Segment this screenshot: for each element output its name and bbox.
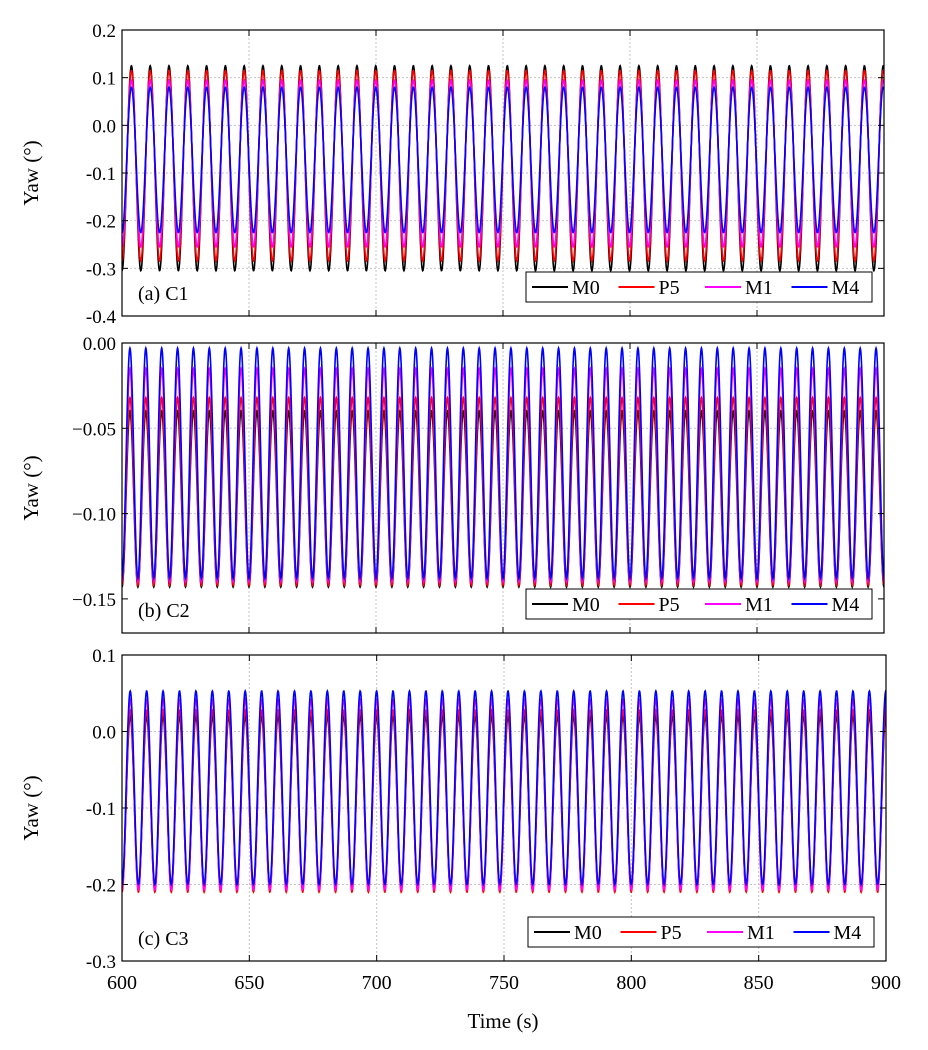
panel-label: (c) C3 (138, 928, 189, 950)
series-group (122, 688, 886, 895)
y-tick-label: 0.1 (92, 646, 116, 667)
series-group (122, 64, 884, 273)
y-tick-label: −0.10 (72, 505, 116, 526)
legend-label-m1: M1 (745, 594, 773, 616)
y-tick-label: -0.3 (86, 952, 116, 973)
y-tick-label: -0.1 (86, 164, 116, 185)
y-tick-label: -0.2 (86, 876, 116, 897)
panel-label: (b) C2 (138, 600, 190, 622)
legend-label-p5: P5 (659, 277, 680, 299)
y-tick-label: 0.2 (92, 21, 116, 42)
series-line-m1 (122, 366, 884, 585)
y-tick-label: 0.0 (92, 723, 116, 744)
legend-label-m0: M0 (572, 277, 600, 299)
x-tick-label: 650 (234, 972, 264, 994)
legend: M0 P5 M1 M4 (525, 588, 873, 620)
panel-2: 0.00 −0.05 −0.10 −0.15 Yaw (°) (b) C2 M0 P5 M1 M4 (19, 334, 885, 634)
y-tick-label: 0.1 (92, 69, 116, 90)
x-tick-label: 600 (107, 972, 137, 994)
legend-label-m4: M4 (832, 277, 860, 299)
legend-label-m0: M0 (572, 594, 600, 616)
legend: M0 P5 M1 M4 (525, 271, 873, 303)
y-tick-label: -0.3 (86, 259, 116, 280)
y-axis-label: Yaw (°) (19, 455, 43, 520)
legend-label-m4: M4 (834, 922, 862, 944)
legend-label-p5: P5 (661, 922, 682, 944)
legend-label-m1: M1 (747, 922, 775, 944)
x-tick-label: 900 (871, 972, 901, 994)
y-tick-label: 0.0 (92, 116, 116, 137)
series-line-m4 (122, 688, 886, 887)
legend-label-p5: P5 (659, 594, 680, 616)
series-line-m4 (122, 345, 884, 581)
y-tick-label: 0.00 (83, 334, 116, 355)
x-tick-label: 850 (744, 972, 774, 994)
y-tick-label: -0.4 (86, 307, 117, 328)
y-tick-label: -0.1 (86, 799, 116, 820)
x-axis-label: Time (s) (468, 1009, 539, 1033)
series-line-p5 (122, 395, 884, 588)
x-tick-label: 700 (362, 972, 392, 994)
y-axis-label: Yaw (°) (19, 775, 43, 840)
panels: 0.2 0.1 0.0 -0.1 -0.2 -0.3 -0.4 Yaw (°) (a) C1 M0… (19, 21, 901, 994)
y-axis-label: Yaw (°) (19, 140, 43, 205)
series-line-m4 (122, 85, 884, 234)
legend-label-m0: M0 (574, 922, 602, 944)
panel-label: (a) C1 (138, 283, 189, 305)
x-tick-label: 750 (489, 972, 519, 994)
x-tick-label: 800 (616, 972, 646, 994)
series-group (122, 345, 884, 589)
legend-label-m4: M4 (832, 594, 860, 616)
y-tick-label: -0.2 (86, 212, 116, 233)
legend: M0 P5 M1 M4 (527, 916, 875, 948)
y-tick-label: −0.15 (72, 590, 116, 611)
y-tick-label: −0.05 (72, 419, 116, 440)
legend-label-m1: M1 (745, 277, 773, 299)
panel-1: 0.2 0.1 0.0 -0.1 -0.2 -0.3 -0.4 Yaw (°) (a) C1 M0… (19, 21, 885, 328)
